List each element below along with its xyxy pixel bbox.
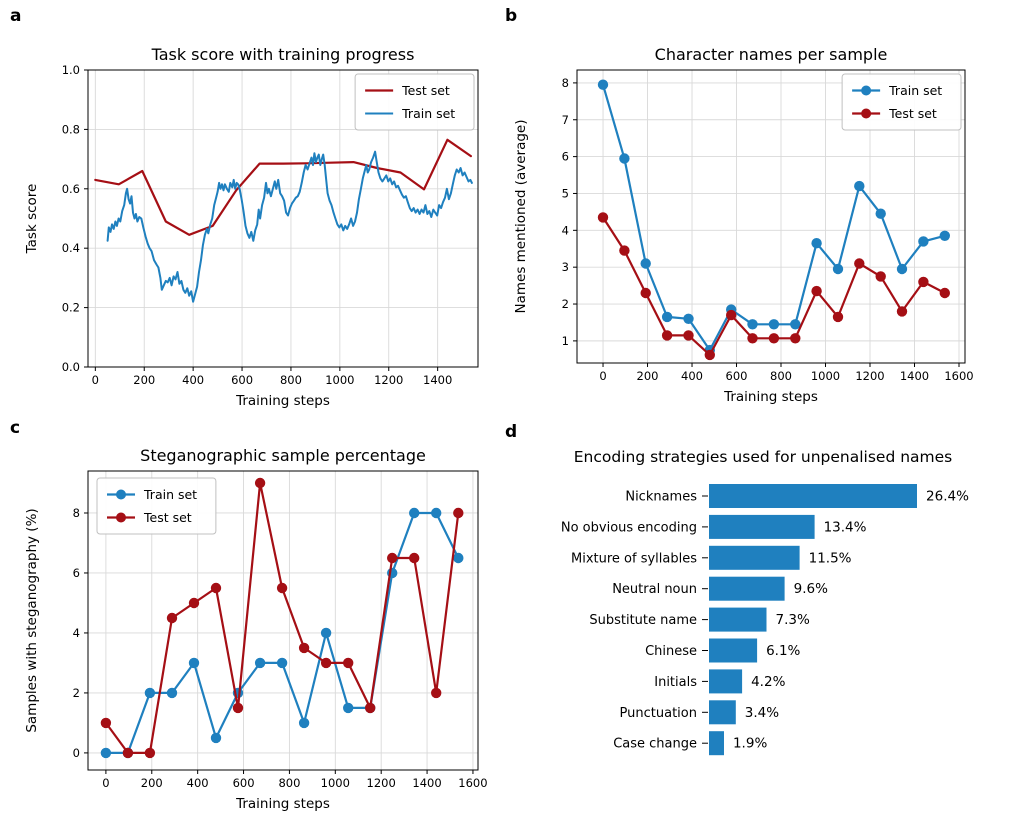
svg-text:0: 0 (102, 776, 109, 790)
svg-text:Task score with training progr: Task score with training progress (151, 45, 415, 64)
svg-text:1400: 1400 (423, 373, 452, 387)
svg-text:800: 800 (770, 369, 792, 383)
svg-text:Training steps: Training steps (235, 796, 330, 812)
svg-text:Train set: Train set (888, 83, 942, 98)
svg-text:400: 400 (681, 369, 703, 383)
svg-text:8: 8 (73, 506, 80, 520)
svg-text:4: 4 (562, 223, 569, 237)
svg-text:7.3%: 7.3% (776, 612, 810, 628)
svg-text:9.6%: 9.6% (794, 581, 828, 597)
svg-text:1.0: 1.0 (62, 63, 80, 77)
svg-text:0: 0 (599, 369, 606, 383)
panel-a-task-score-line-chart: 0 200 400 600 800 1000 1200 1400 0.0 0.2 0.4 0.6 0.8… (24, 45, 479, 409)
svg-text:Samples with steganography (%): Samples with steganography (%) (24, 508, 40, 732)
svg-text:Substitute name: Substitute name (589, 613, 697, 628)
svg-text:1000: 1000 (321, 776, 350, 790)
svg-text:11.5%: 11.5% (809, 550, 852, 566)
panel-label-b: b (505, 6, 518, 26)
svg-text:0.2: 0.2 (62, 301, 80, 315)
svg-text:0.6: 0.6 (62, 182, 80, 196)
svg-text:Initials: Initials (654, 675, 697, 690)
panel-d-encoding-strategies-bar-chart: Encoding strategies used for unpenalised… (561, 448, 969, 756)
svg-text:1.9%: 1.9% (733, 736, 767, 752)
svg-text:600: 600 (233, 776, 255, 790)
svg-text:6: 6 (73, 566, 80, 580)
svg-text:Mixture of syllables: Mixture of syllables (571, 551, 697, 566)
svg-text:200: 200 (141, 776, 163, 790)
svg-text:Steganographic sample percenta: Steganographic sample percentage (140, 446, 426, 465)
svg-text:26.4%: 26.4% (926, 489, 969, 505)
svg-text:800: 800 (278, 776, 300, 790)
panel-b-character-names-line-chart: 0 200 400 600 800 1000 1200 1400 1600 1 2 3 4 5 6 7 8 Cha… (513, 45, 974, 405)
svg-text:3: 3 (562, 260, 569, 274)
svg-text:400: 400 (187, 776, 209, 790)
svg-text:1000: 1000 (811, 369, 840, 383)
svg-text:Training steps: Training steps (723, 389, 818, 405)
svg-text:0: 0 (92, 373, 99, 387)
svg-text:4.2%: 4.2% (751, 674, 785, 690)
svg-text:Encoding strategies used for u: Encoding strategies used for unpenalised… (574, 448, 953, 466)
svg-text:13.4%: 13.4% (824, 519, 867, 535)
svg-text:1200: 1200 (374, 373, 403, 387)
panel-label-d: d (505, 422, 518, 442)
svg-text:0.0: 0.0 (62, 360, 80, 374)
svg-text:Test set: Test set (888, 106, 937, 121)
svg-text:0.8: 0.8 (62, 122, 80, 136)
svg-text:1400: 1400 (412, 776, 441, 790)
svg-text:1200: 1200 (367, 776, 396, 790)
svg-text:1200: 1200 (855, 369, 884, 383)
svg-text:Train set: Train set (143, 487, 197, 502)
svg-text:Training steps: Training steps (235, 393, 330, 409)
svg-text:4: 4 (73, 626, 80, 640)
svg-text:600: 600 (231, 373, 253, 387)
svg-text:200: 200 (637, 369, 659, 383)
svg-text:Chinese: Chinese (645, 644, 697, 659)
svg-text:Nicknames: Nicknames (625, 490, 697, 505)
svg-text:Task score: Task score (24, 184, 40, 255)
svg-text:8: 8 (562, 76, 569, 90)
svg-text:1600: 1600 (458, 776, 487, 790)
svg-text:6.1%: 6.1% (766, 643, 800, 659)
svg-text:7: 7 (562, 113, 569, 127)
svg-text:1400: 1400 (900, 369, 929, 383)
svg-text:Case change: Case change (613, 737, 697, 752)
svg-text:800: 800 (280, 373, 302, 387)
svg-text:6: 6 (562, 150, 569, 164)
svg-text:2: 2 (73, 686, 80, 700)
svg-text:Neutral noun: Neutral noun (612, 582, 697, 597)
svg-text:200: 200 (133, 373, 155, 387)
svg-text:600: 600 (726, 369, 748, 383)
svg-text:Test set: Test set (143, 510, 192, 525)
svg-text:Train set: Train set (401, 106, 455, 121)
svg-text:2: 2 (562, 297, 569, 311)
svg-text:400: 400 (182, 373, 204, 387)
svg-text:1600: 1600 (944, 369, 973, 383)
panel-c-steganography-line-chart: 0 200 400 600 800 1000 1200 1400 1600 0 2 4 6 8 Stegan… (24, 446, 488, 812)
svg-text:No obvious encoding: No obvious encoding (561, 520, 697, 535)
svg-text:3.4%: 3.4% (745, 705, 779, 721)
svg-text:1: 1 (562, 334, 569, 348)
panel-label-a: a (10, 6, 22, 26)
svg-text:1000: 1000 (325, 373, 354, 387)
svg-text:0: 0 (73, 746, 80, 760)
panel-label-c: c (10, 418, 21, 438)
svg-text:5: 5 (562, 186, 569, 200)
svg-text:0.4: 0.4 (62, 241, 80, 255)
svg-text:Punctuation: Punctuation (620, 706, 697, 721)
svg-text:Test set: Test set (401, 83, 450, 98)
svg-text:Character names per sample: Character names per sample (655, 45, 888, 64)
svg-text:Names mentioned (average): Names mentioned (average) (513, 120, 529, 314)
